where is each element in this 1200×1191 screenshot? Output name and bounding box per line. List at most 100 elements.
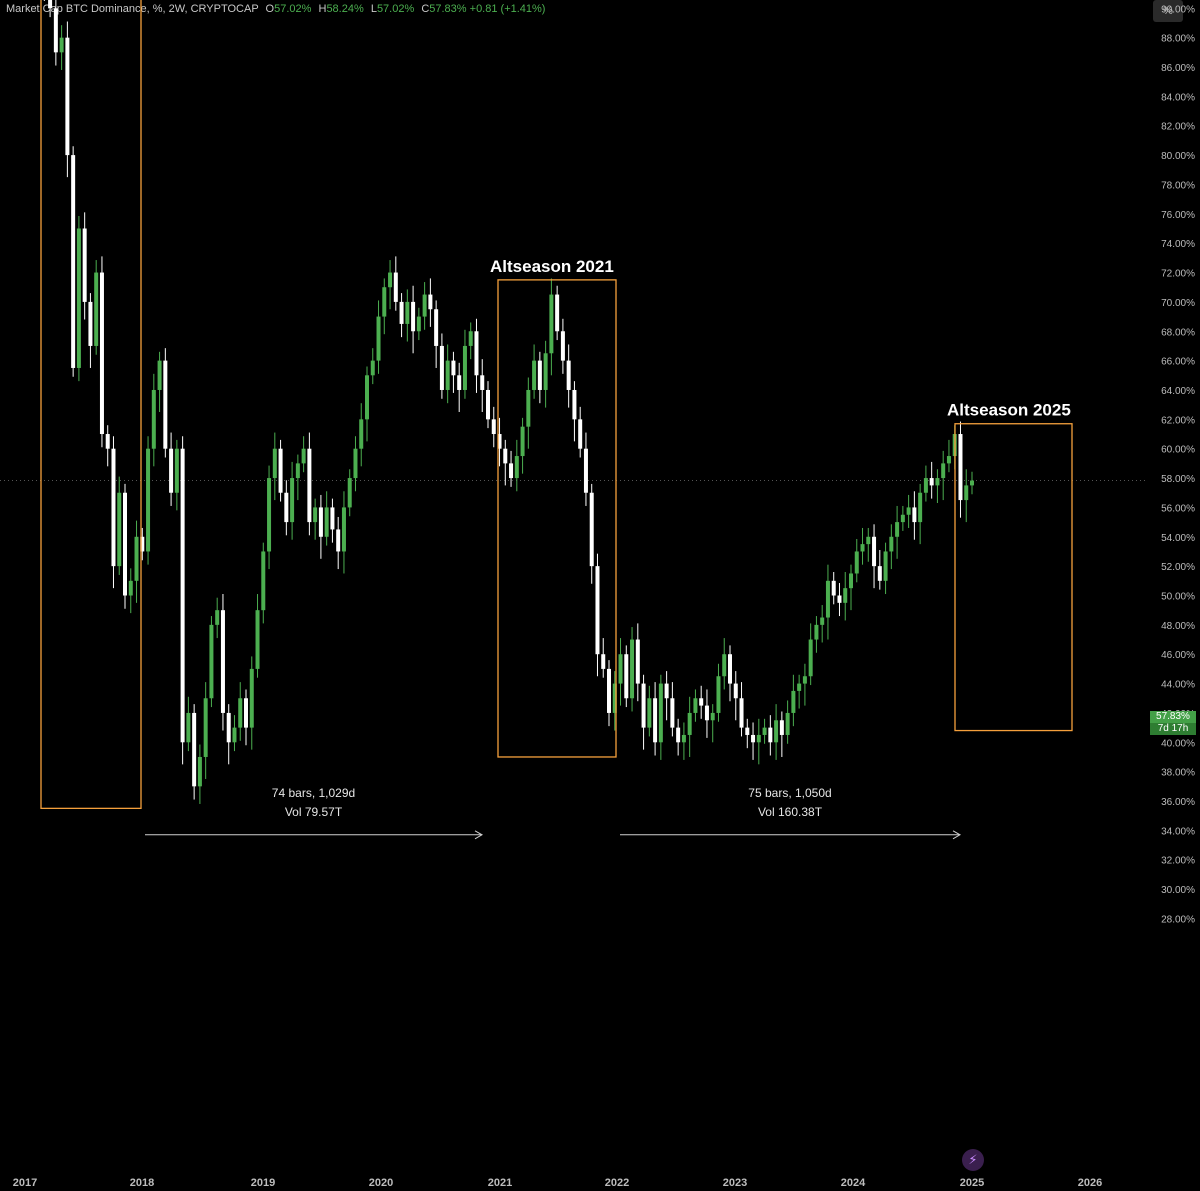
candle: [474, 318, 479, 393]
candle-body: [693, 698, 698, 713]
candle: [439, 333, 444, 399]
candle-body: [514, 456, 519, 479]
candle-body: [238, 698, 243, 728]
candle: [641, 674, 646, 750]
candle: [53, 0, 58, 66]
candle: [877, 549, 882, 590]
candle-body: [595, 566, 600, 655]
candle-body: [123, 492, 127, 596]
candle: [318, 494, 323, 559]
candle: [451, 351, 456, 393]
candle-body: [255, 610, 260, 669]
candle: [572, 381, 577, 442]
candle-body: [958, 434, 963, 501]
candle-body: [785, 712, 790, 735]
candle-body: [814, 624, 819, 640]
candle: [532, 344, 537, 399]
measure-bars-label: 75 bars, 1,050d: [748, 786, 831, 800]
candle-body: [267, 478, 272, 552]
candle-body: [146, 448, 151, 552]
lightning-icon[interactable]: ⚡: [962, 1149, 984, 1171]
candle-body: [555, 294, 560, 332]
candle-body: [140, 536, 145, 552]
candle: [849, 564, 853, 611]
candle: [906, 494, 911, 528]
y-tick-label: 76.00%: [1161, 210, 1195, 221]
candle-body: [497, 434, 502, 449]
candle-body: [808, 639, 813, 677]
candle-body: [601, 654, 606, 669]
candle: [82, 212, 87, 320]
candle-body: [180, 448, 185, 743]
x-tick-label: 2024: [841, 1177, 866, 1189]
candle: [157, 351, 162, 412]
candle: [681, 722, 686, 760]
candle: [520, 417, 525, 474]
candle-body: [439, 345, 444, 390]
candle-body: [370, 360, 375, 376]
percent-scale-button[interactable]: %: [1153, 0, 1183, 22]
candle-body: [831, 580, 836, 596]
candle: [722, 638, 727, 690]
y-tick-label: 46.00%: [1161, 650, 1195, 661]
candle: [290, 461, 295, 540]
y-tick-label: 36.00%: [1161, 797, 1195, 808]
candle: [630, 627, 635, 712]
measure-bars-label: 74 bars, 1,029d: [272, 786, 355, 800]
candle: [411, 285, 416, 354]
candle: [59, 25, 64, 70]
candle: [958, 421, 963, 518]
candle: [486, 381, 490, 429]
candle: [797, 674, 802, 709]
candle-body: [94, 272, 99, 346]
candle-body: [768, 727, 773, 743]
x-tick-label: 2017: [13, 1177, 37, 1189]
candle-body: [624, 654, 629, 699]
y-tick-label: 52.00%: [1161, 562, 1195, 573]
candle-body: [226, 712, 231, 743]
candle-body: [53, 8, 58, 53]
candle-body: [359, 419, 364, 449]
high-value: 58.24%: [326, 3, 364, 15]
candle-body: [244, 698, 248, 728]
candle-body: [209, 624, 214, 699]
candle: [422, 282, 427, 330]
candle: [238, 682, 243, 741]
y-tick-label: 66.00%: [1161, 357, 1195, 368]
candle-body: [543, 353, 548, 390]
measure-vol-label: Vol 79.57T: [285, 805, 343, 819]
candle: [43, 0, 45, 1]
candle: [405, 289, 410, 342]
candle: [549, 278, 554, 376]
candle: [935, 469, 940, 504]
altseason-label: Altseason 2025: [947, 401, 1071, 420]
candle-body: [503, 448, 508, 464]
candle: [134, 520, 139, 603]
candle-body: [186, 712, 191, 743]
candle-body: [341, 507, 346, 552]
candle-body: [854, 551, 859, 574]
candle: [872, 524, 877, 589]
candle: [578, 406, 583, 458]
candle: [900, 505, 905, 531]
candle: [860, 527, 865, 565]
candle: [543, 340, 548, 408]
candle-body: [728, 654, 732, 684]
candle: [278, 439, 283, 502]
candle: [491, 406, 496, 448]
candle-body: [215, 610, 220, 625]
candle-body: [872, 536, 877, 567]
candle-body: [756, 734, 761, 743]
candle-body: [284, 492, 289, 523]
candle-body: [428, 294, 433, 310]
candle-body: [445, 360, 450, 390]
candle: [843, 572, 848, 621]
close-value: 57.83%: [429, 3, 467, 15]
candle-body: [751, 734, 756, 743]
candle: [244, 689, 248, 746]
candle: [151, 373, 156, 467]
candle: [462, 329, 467, 399]
candle-body: [134, 536, 139, 581]
candle: [267, 465, 272, 570]
